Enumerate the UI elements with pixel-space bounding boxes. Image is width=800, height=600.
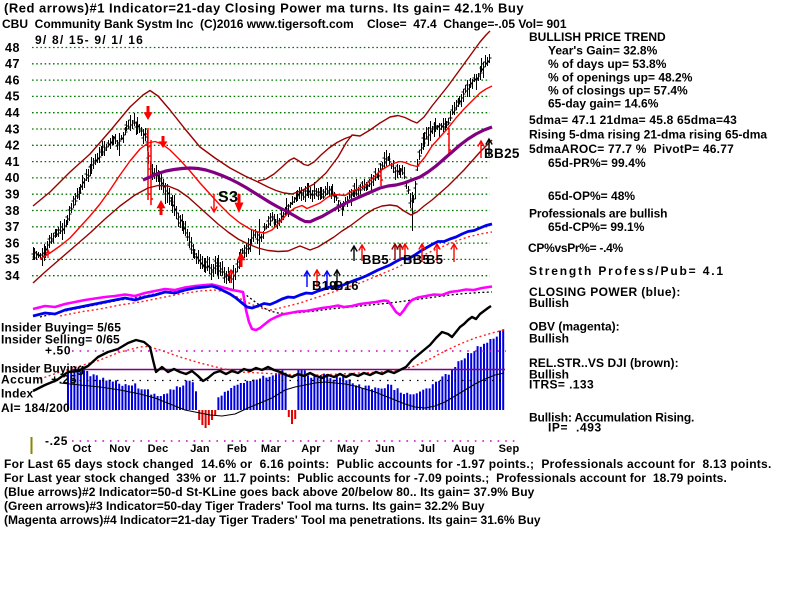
svg-text:(Green arrows)#3 Indicator=50-: (Green arrows)#3 Indicator=50-day Tiger … <box>4 499 485 513</box>
svg-text:Jul: Jul <box>419 443 436 455</box>
svg-text:B16: B16 <box>334 278 359 293</box>
svg-text:40: 40 <box>5 171 20 185</box>
svg-text:Feb: Feb <box>227 443 247 455</box>
svg-text:5dma= 47.1 21dma= 45.8 65dma=4: 5dma= 47.1 21dma= 45.8 65dma=43 <box>529 113 737 127</box>
svg-text:% of openings up= 48.2%: % of openings up= 48.2% <box>548 70 693 84</box>
svg-text:Insider Buying: Insider Buying <box>1 361 84 375</box>
svg-text:Rising 5-dma rising 21-dma ris: Rising 5-dma rising 21-dma rising 65-dma <box>529 128 767 142</box>
svg-text:B19: B19 <box>312 278 337 293</box>
svg-text:Dec: Dec <box>148 443 169 455</box>
svg-text:(Red arrows)#1 Indicator=21-da: (Red arrows)#1 Indicator=21-day Closing … <box>4 1 524 16</box>
svg-text:For Last 65 days stock changed: For Last 65 days stock changed 14.6% or … <box>4 457 772 471</box>
svg-text:41: 41 <box>5 155 20 169</box>
svg-text:AI= 184/200: AI= 184/200 <box>1 401 70 415</box>
svg-text:65d-CP%= 99.1%: 65d-CP%= 99.1% <box>548 220 645 234</box>
svg-text:39: 39 <box>5 188 20 202</box>
svg-text:Bullish: Bullish <box>529 296 569 310</box>
svg-text:Professionals are bullish: Professionals are bullish <box>529 207 667 221</box>
svg-text:47: 47 <box>5 57 20 71</box>
svg-text:Year's Gain= 32.8%: Year's Gain= 32.8% <box>548 44 658 58</box>
svg-text:37: 37 <box>5 220 20 234</box>
svg-text:% of days up= 53.8%: % of days up= 53.8% <box>548 57 667 71</box>
svg-text:Nov: Nov <box>109 443 131 455</box>
svg-text:46: 46 <box>5 73 20 87</box>
svg-text:Accum +.25: Accum +.25 <box>1 372 77 386</box>
svg-text:Index: Index <box>1 387 33 401</box>
svg-text:CP%vsPr%= -.4%: CP%vsPr%= -.4% <box>528 241 623 255</box>
svg-text:+.50: +.50 <box>45 343 71 357</box>
svg-text:43: 43 <box>5 122 20 136</box>
svg-text:BULLISH PRICE TREND: BULLISH PRICE TREND <box>529 30 666 44</box>
svg-text:45: 45 <box>5 90 20 104</box>
svg-text:Strength Profess/Pub= 4.1: Strength Profess/Pub= 4.1 <box>529 264 725 278</box>
svg-text:36: 36 <box>5 236 20 250</box>
svg-text:S3: S3 <box>218 189 239 206</box>
svg-text:REL.STR..VS DJI (brown):: REL.STR..VS DJI (brown): <box>529 356 679 370</box>
svg-text:For Last year stock changed 3: For Last year stock changed 33% or 11.7 … <box>4 471 727 485</box>
svg-text:5dmaAROC= 77.7 % PivotP= 46.7: 5dmaAROC= 77.7 % PivotP= 46.77 <box>529 142 734 156</box>
svg-text:% of closings up= 57.4%: % of closings up= 57.4% <box>548 83 688 97</box>
svg-text:Insider Selling= 0/65: Insider Selling= 0/65 <box>1 333 120 347</box>
svg-text:Bullish: Bullish <box>529 368 569 382</box>
svg-text:65-day gain= 14.6%: 65-day gain= 14.6% <box>548 96 659 110</box>
svg-text:B5: B5 <box>426 252 443 267</box>
svg-text:May: May <box>337 443 360 455</box>
svg-text:Insider Buying= 5/65: Insider Buying= 5/65 <box>1 321 121 335</box>
svg-text:BB5: BB5 <box>362 252 389 267</box>
svg-text:65d-PR%= 99.4%: 65d-PR%= 99.4% <box>548 156 646 170</box>
svg-text:Jun: Jun <box>375 443 395 455</box>
svg-text:CLOSING POWER (blue):: CLOSING POWER (blue): <box>529 285 681 299</box>
svg-text:ITRS= .133: ITRS= .133 <box>529 378 594 392</box>
svg-text:IP= .493: IP= .493 <box>548 420 602 434</box>
svg-text:Sep: Sep <box>499 443 520 455</box>
svg-text:9/ 8/ 15- 9/ 1/ 16: 9/ 8/ 15- 9/ 1/ 16 <box>35 33 144 47</box>
svg-text:42: 42 <box>5 139 20 153</box>
svg-text:Jan: Jan <box>190 443 210 455</box>
svg-text:Apr: Apr <box>301 443 321 455</box>
svg-text:34: 34 <box>5 269 20 283</box>
svg-text:BB5: BB5 <box>403 252 430 267</box>
svg-text:OBV (magenta):: OBV (magenta): <box>529 320 620 334</box>
svg-text:-.25: -.25 <box>45 434 68 448</box>
svg-text:Bullish: Accumulation Rising.: Bullish: Accumulation Rising. <box>529 410 694 424</box>
svg-text:Oct: Oct <box>73 443 92 455</box>
svg-text:(Blue arrows)#2 Indicator=50-d: (Blue arrows)#2 Indicator=50-d St-KLine … <box>4 485 535 499</box>
svg-text:48: 48 <box>5 41 20 55</box>
svg-text:Aug: Aug <box>453 443 475 455</box>
svg-text:(Magenta arrows)#4 Indicator=2: (Magenta arrows)#4 Indicator=21-day Tige… <box>4 513 541 527</box>
svg-text:65d-OP%= 48%: 65d-OP%= 48% <box>548 189 635 203</box>
svg-text:44: 44 <box>5 106 20 120</box>
svg-text:Bullish: Bullish <box>529 332 569 346</box>
svg-text:35: 35 <box>5 253 20 267</box>
svg-text:CBU Community Bank Systm Inc: CBU Community Bank Systm Inc (C)2016 www… <box>2 17 567 31</box>
svg-text:Mar: Mar <box>261 443 282 455</box>
svg-text:BB25: BB25 <box>484 146 520 161</box>
svg-text:38: 38 <box>5 204 20 218</box>
